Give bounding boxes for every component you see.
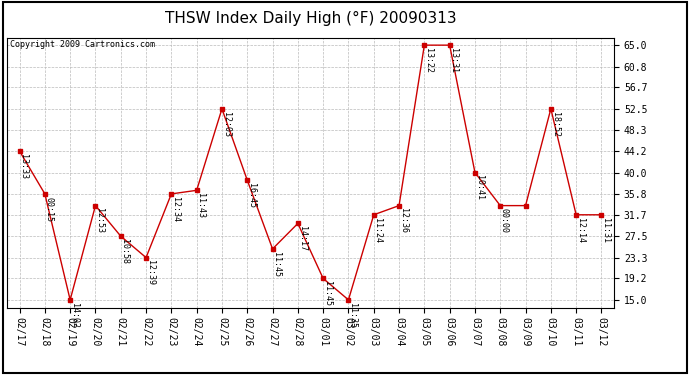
Text: 10:58: 10:58 xyxy=(121,239,130,264)
Text: 11:24: 11:24 xyxy=(373,217,382,243)
Text: 14:17: 14:17 xyxy=(297,226,306,251)
Text: 12:53: 12:53 xyxy=(95,209,104,233)
Text: 11:31: 11:31 xyxy=(601,217,610,243)
Text: Copyright 2009 Cartronics.com: Copyright 2009 Cartronics.com xyxy=(10,40,155,49)
Text: 14:02: 14:02 xyxy=(70,303,79,328)
Text: 18:52: 18:52 xyxy=(551,112,560,136)
Text: 11:43: 11:43 xyxy=(197,193,206,218)
Text: 13:33: 13:33 xyxy=(19,154,28,179)
Text: 11:45: 11:45 xyxy=(323,281,332,306)
Text: 12:03: 12:03 xyxy=(221,112,230,136)
Text: 12:34: 12:34 xyxy=(171,196,180,222)
Text: 12:39: 12:39 xyxy=(146,260,155,285)
Text: 12:36: 12:36 xyxy=(399,209,408,233)
Text: 11:45: 11:45 xyxy=(273,252,282,277)
Text: 11:35: 11:35 xyxy=(348,303,357,328)
Text: 00:00: 00:00 xyxy=(500,209,509,233)
Text: THSW Index Daily High (°F) 20090313: THSW Index Daily High (°F) 20090313 xyxy=(165,11,456,26)
Text: 10:41: 10:41 xyxy=(475,175,484,200)
Text: 13:31: 13:31 xyxy=(449,48,458,73)
Text: 13:22: 13:22 xyxy=(424,48,433,73)
Text: 16:45: 16:45 xyxy=(247,183,256,208)
Text: 12:14: 12:14 xyxy=(576,217,585,243)
Text: 00:15: 00:15 xyxy=(45,196,54,222)
